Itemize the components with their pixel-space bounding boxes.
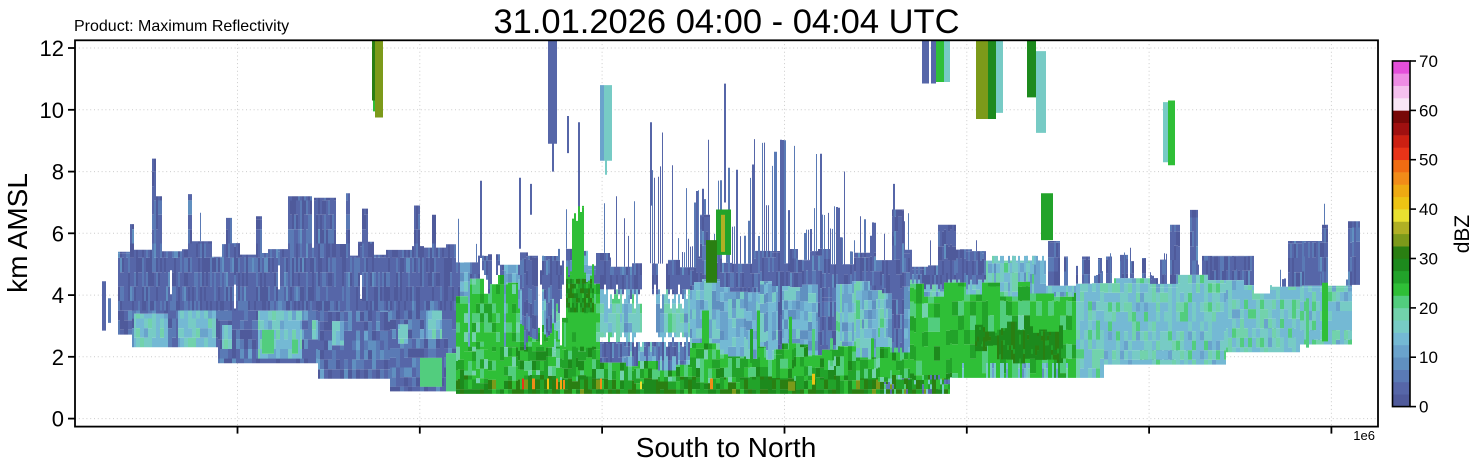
svg-text:20: 20 bbox=[1419, 299, 1438, 318]
svg-text:1e6: 1e6 bbox=[1353, 428, 1375, 443]
svg-text:31.01.2026 04:00 - 04:04 UTC: 31.01.2026 04:00 - 04:04 UTC bbox=[493, 3, 959, 41]
svg-text:40: 40 bbox=[1419, 200, 1438, 219]
svg-text:6: 6 bbox=[52, 221, 64, 246]
svg-text:South to North: South to North bbox=[636, 432, 817, 463]
svg-text:30: 30 bbox=[1419, 250, 1438, 269]
svg-text:70: 70 bbox=[1419, 52, 1438, 71]
svg-text:0: 0 bbox=[52, 407, 64, 432]
svg-text:60: 60 bbox=[1419, 101, 1438, 120]
svg-text:dBZ: dBZ bbox=[1451, 215, 1474, 254]
svg-text:12: 12 bbox=[40, 36, 64, 61]
svg-text:km AMSL: km AMSL bbox=[2, 173, 33, 293]
svg-text:0: 0 bbox=[1419, 398, 1428, 417]
svg-text:10: 10 bbox=[40, 98, 64, 123]
svg-text:2: 2 bbox=[52, 345, 64, 370]
svg-text:8: 8 bbox=[52, 160, 64, 185]
svg-text:4: 4 bbox=[52, 283, 64, 308]
svg-text:10: 10 bbox=[1419, 348, 1438, 367]
svg-text:Product: Maximum Reflectivity: Product: Maximum Reflectivity bbox=[74, 18, 289, 35]
svg-text:50: 50 bbox=[1419, 151, 1438, 170]
